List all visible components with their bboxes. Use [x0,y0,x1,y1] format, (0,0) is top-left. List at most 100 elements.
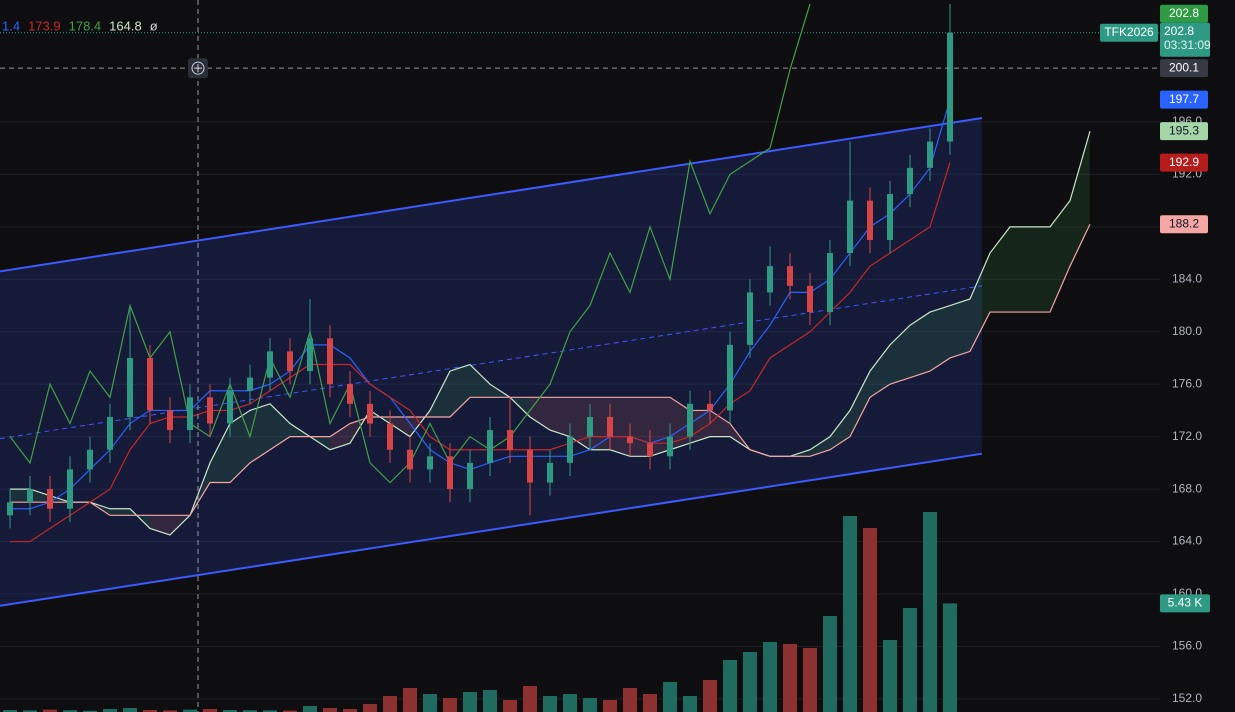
channel-upper [0,117,983,273]
volume-bar [123,708,137,712]
crosshair-add-icon [191,61,205,75]
volume-bar [423,694,437,712]
cloud [870,344,890,398]
candle-body [647,443,653,457]
price-label-box [1160,122,1208,141]
y-tick-label: 172.0 [1172,429,1202,443]
candle-body [587,416,593,437]
cloud [890,325,910,385]
candle-body [687,403,693,437]
countdown-label: 03:31:09 [1164,38,1211,52]
volume-bar [803,648,817,712]
volume-bar [703,680,717,712]
volume-bar [363,704,377,712]
y-tick-label: 168.0 [1172,481,1202,495]
volume-bar [603,700,617,712]
volume-bar [103,709,117,712]
cloud [1070,131,1090,267]
candle-body [667,436,673,457]
candle-body [787,266,793,286]
volume-bar [483,690,497,712]
candle-body [87,449,93,470]
cloud [1010,226,1030,313]
cloud [390,416,410,437]
cloud [830,410,850,450]
volume-bar [203,709,217,712]
indicator-line [10,162,951,543]
volume-bar [503,700,517,712]
y-tick-label: 180.0 [1172,324,1202,338]
cloud [530,397,550,431]
candle-body [727,344,733,411]
candle-body [507,430,513,450]
candle-body [247,377,253,391]
candle-body [807,285,813,313]
volume-bar [3,710,17,712]
legend-value: 1.4 [2,18,20,33]
volume-bar [223,710,237,712]
cloud [990,226,1010,313]
candle-body [107,416,113,450]
candle-body [627,436,633,444]
candle-body [607,416,613,437]
price-label: 195.3 [1169,123,1199,137]
candle-body [407,449,413,470]
volume-bar [83,710,97,712]
candle-body [267,351,273,378]
candle-body [567,436,573,463]
volume-bar [663,682,677,712]
volume-bar [903,608,917,712]
volume-bar [343,709,357,712]
candle-body [327,338,333,385]
volume-bar [583,698,597,712]
y-tick-label: 152.0 [1172,691,1202,705]
legend-symbol: ø [150,18,158,33]
last-price-box [1160,22,1210,57]
cloud [470,364,490,398]
cloud [910,312,930,378]
legend-value: 178.4 [69,18,102,33]
volume-bar [883,640,897,712]
volume-bar [923,512,937,712]
cloud [950,298,970,358]
candle-body [467,462,473,490]
volume-label-box [1160,594,1210,613]
y-tick-label: 164.0 [1172,534,1202,548]
cloud [670,397,690,450]
volume-bar [743,652,757,712]
volume-bar [443,698,457,712]
channel-lower [0,452,983,607]
volume-bar [323,708,337,712]
volume-bar [783,644,797,712]
candle-body [47,489,53,509]
cloud [710,410,730,437]
indicator-line [10,99,951,510]
legend-value: 164.8 [109,18,142,33]
volume-bar [403,688,417,712]
price-label-box [1160,215,1208,234]
price-label-box [1160,4,1208,23]
price-label: 192.9 [1169,155,1199,169]
cloud [1030,226,1050,313]
candle-body [287,351,293,372]
price-label: 200.1 [1169,60,1199,74]
price-label: 197.7 [1169,92,1199,106]
volume-bar [463,692,477,712]
candle-body [847,200,853,254]
candle-body [487,430,493,463]
volume-bar [543,696,557,712]
candle-body [887,194,893,240]
candle-body [367,403,373,424]
symbol-label: TFK2026 [1104,25,1154,39]
volume-bar [383,696,397,712]
cloud [270,403,290,450]
cloud [30,489,50,503]
cloud [570,397,590,450]
volume-bar [303,706,317,712]
channel-middle [0,285,983,440]
candle-body [767,266,773,293]
y-tick-label: 176.0 [1172,376,1202,390]
candle-body [867,200,873,240]
candle-body [127,357,133,417]
